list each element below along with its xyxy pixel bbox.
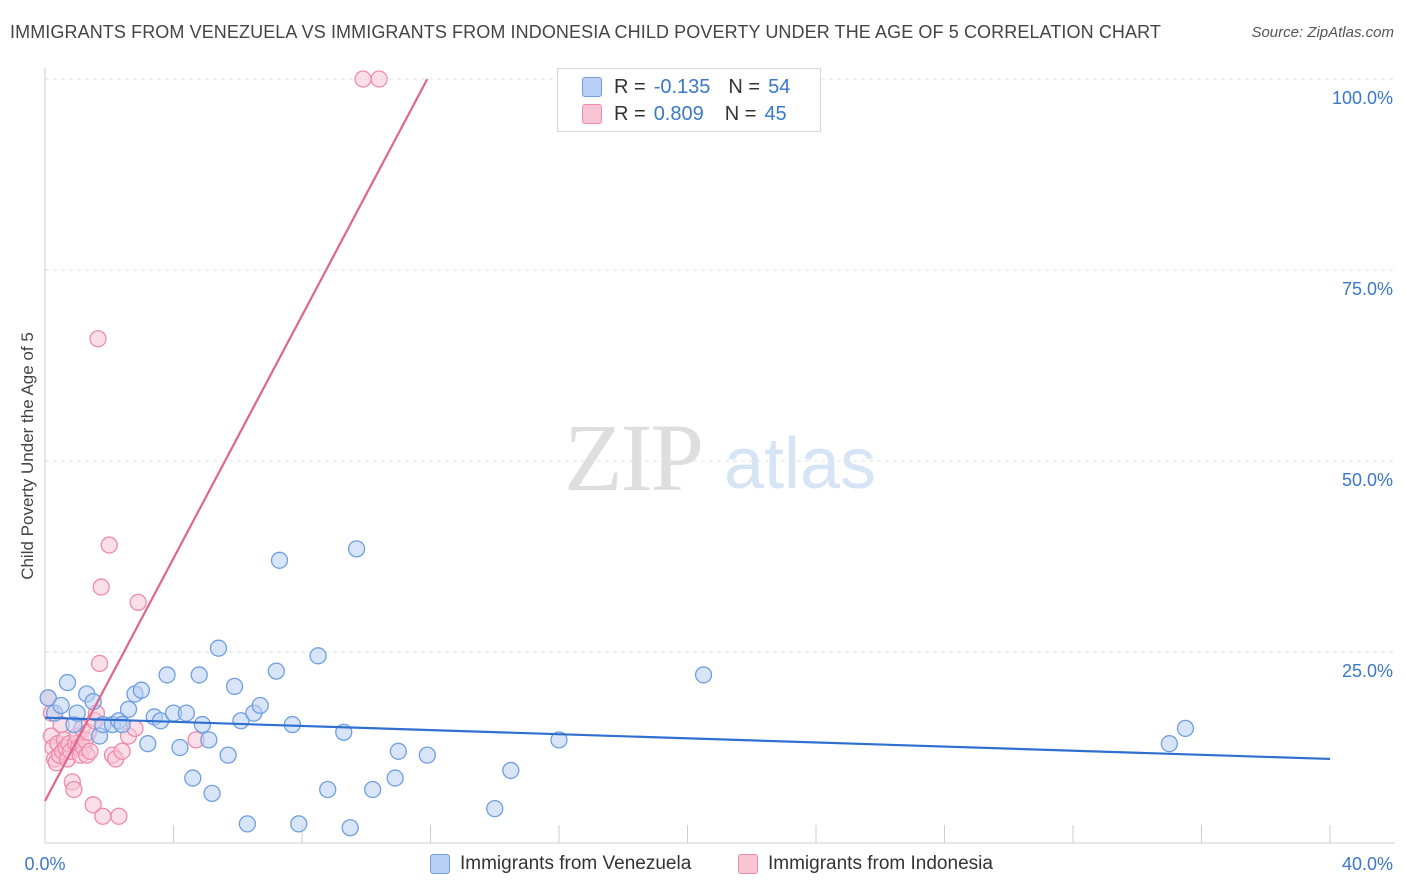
venezuela-point xyxy=(219,746,237,764)
venezuela-point xyxy=(389,742,408,760)
venezuela-point xyxy=(184,769,202,787)
r-label: R = xyxy=(614,75,646,98)
indonesia-point xyxy=(354,70,372,88)
venezuela-point xyxy=(190,666,208,684)
venezuela-point xyxy=(132,681,151,699)
bottom-legend-indonesia[interactable]: Immigrants from Indonesia xyxy=(738,852,993,876)
venezuela-point xyxy=(39,689,57,707)
indonesia-n-value: 45 xyxy=(764,102,787,125)
venezuela-r-value: -0.135 xyxy=(653,75,711,98)
venezuela-legend-label: Immigrants from Venezuela xyxy=(460,853,692,874)
venezuela-point xyxy=(486,799,504,818)
venezuela-point xyxy=(309,647,327,665)
indonesia-trend-line xyxy=(44,78,429,802)
indonesia-point xyxy=(113,742,131,760)
venezuela-point xyxy=(270,551,289,569)
grid-lines xyxy=(45,78,1395,653)
venezuela-point xyxy=(171,738,189,757)
x-tick-label-max: 40.0% xyxy=(1342,854,1393,874)
watermark-atlas: atlas xyxy=(724,424,876,504)
n-label: N = xyxy=(724,102,757,125)
y-axis-label: Child Poverty Under the Age of 5 xyxy=(18,332,37,580)
indonesia-point xyxy=(81,742,99,760)
venezuela-point xyxy=(550,731,568,749)
indonesia-point xyxy=(110,807,128,825)
venezuela-point xyxy=(341,819,359,837)
venezuela-point xyxy=(158,666,176,684)
venezuela-point xyxy=(52,696,70,715)
venezuela-point xyxy=(290,815,308,833)
venezuela-point xyxy=(193,715,212,734)
venezuela-point xyxy=(694,666,713,684)
tick-labels: 25.0% 50.0% 75.0% 100.0% 0.0% 40.0% xyxy=(24,88,1393,874)
indonesia-point xyxy=(100,536,118,554)
indonesia-point xyxy=(92,578,110,596)
venezuela-point xyxy=(238,815,257,833)
n-label: N = xyxy=(728,75,761,98)
venezuela-trend-line xyxy=(44,716,1331,761)
indonesia-legend-swatch xyxy=(738,854,758,874)
indonesia-r-value: 0.809 xyxy=(653,102,704,125)
indonesia-point xyxy=(89,330,107,348)
venezuela-point xyxy=(68,704,86,722)
venezuela-point xyxy=(267,662,285,680)
r-label: R = xyxy=(614,102,646,125)
correlation-legend: R = -0.135 N = 54 R = 0.809 N = 45 xyxy=(557,68,821,132)
venezuela-point xyxy=(200,731,218,749)
venezuela-point xyxy=(209,639,228,657)
indonesia-point xyxy=(65,780,83,799)
y-tick-label: 75.0% xyxy=(1342,279,1393,299)
chart-title: IMMIGRANTS FROM VENEZUELA VS IMMIGRANTS … xyxy=(10,22,1161,42)
legend-row-venezuela: R = -0.135 N = 54 xyxy=(582,75,790,99)
venezuela-point xyxy=(1160,735,1179,753)
legend-row-indonesia: R = 0.809 N = 45 xyxy=(582,102,787,126)
venezuela-point xyxy=(139,735,157,753)
venezuela-point xyxy=(119,700,138,718)
indonesia-swatch xyxy=(582,104,602,124)
indonesia-point xyxy=(129,593,147,611)
indonesia-legend-label: Immigrants from Indonesia xyxy=(768,853,993,874)
venezuela-point xyxy=(1176,719,1195,738)
venezuela-legend-swatch xyxy=(430,854,450,874)
x-tick-label-min: 0.0% xyxy=(24,854,65,874)
y-tick-label: 50.0% xyxy=(1342,470,1393,490)
venezuela-point xyxy=(386,769,404,787)
venezuela-point xyxy=(418,746,436,764)
venezuela-point xyxy=(364,780,382,799)
bottom-legend-venezuela[interactable]: Immigrants from Venezuela xyxy=(430,852,691,876)
venezuela-point xyxy=(319,780,337,799)
indonesia-point xyxy=(94,807,112,825)
y-tick-label: 25.0% xyxy=(1342,661,1393,681)
watermark-zip: ZIP xyxy=(564,404,702,511)
source-link[interactable]: Source: ZipAtlas.com xyxy=(1251,24,1394,41)
series-venezuela-points xyxy=(39,540,1195,837)
venezuela-point xyxy=(177,704,196,722)
venezuela-point xyxy=(58,673,77,692)
indonesia-point xyxy=(90,654,109,673)
venezuela-point xyxy=(225,677,244,696)
venezuela-n-value: 54 xyxy=(768,75,791,98)
trend-lines xyxy=(44,78,1331,802)
venezuela-point xyxy=(203,784,221,802)
y-tick-label: 100.0% xyxy=(1332,88,1393,108)
indonesia-point xyxy=(84,796,102,814)
indonesia-point xyxy=(370,70,388,88)
watermark: ZIP atlas xyxy=(564,404,876,511)
venezuela-point xyxy=(502,761,520,780)
venezuela-point xyxy=(347,540,366,558)
venezuela-swatch xyxy=(582,77,602,97)
venezuela-point xyxy=(251,696,269,715)
